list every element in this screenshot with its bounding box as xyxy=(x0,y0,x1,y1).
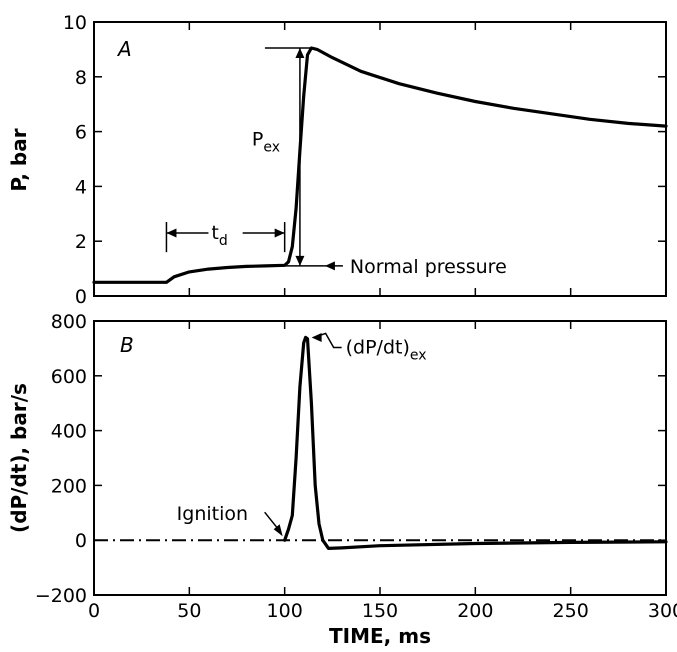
y-tick-label: 2 xyxy=(75,231,87,253)
y-tick-label: 6 xyxy=(75,122,87,144)
x-tick-label: 300 xyxy=(648,600,677,622)
panel-a-y-axis-title: P, bar xyxy=(7,128,31,191)
panel-a-pressure-curve xyxy=(92,46,668,284)
td-label-main: t xyxy=(211,222,218,244)
x-tick-label: 150 xyxy=(362,600,398,622)
pex-arrow-down-head xyxy=(295,255,305,266)
normal-pressure-arrow-head xyxy=(324,261,335,271)
peak-label-subscript: ex xyxy=(410,347,427,363)
panel-a: 0 2 4 6 8 10 A P, bar td Pex Normal pressure xyxy=(7,12,668,308)
td-arrow-right-head xyxy=(274,228,285,238)
panel-b-annotations: Ignition (dP/dt)ex xyxy=(177,332,427,537)
y-tick-label: 800 xyxy=(51,311,87,333)
pex-label: Pex xyxy=(252,128,280,155)
x-tick-label: 0 xyxy=(88,600,100,622)
y-tick-label: 0 xyxy=(75,530,87,552)
panel-b-letter: B xyxy=(120,333,134,357)
y-tick-label: 400 xyxy=(51,421,87,443)
peak-label-main: (dP/dt) xyxy=(346,336,410,358)
y-tick-label: 600 xyxy=(51,366,87,388)
peak-label: (dP/dt)ex xyxy=(346,336,427,363)
panel-a-x-ticks xyxy=(93,22,667,296)
panel-b-y-ticks: −200 0 200 400 600 800 xyxy=(35,311,666,607)
panel-a-letter: A xyxy=(116,37,132,61)
panel-b-frame xyxy=(93,320,667,596)
panel-a-annotations: td Pex Normal pressure xyxy=(165,47,507,278)
td-arrow-left-head xyxy=(166,228,177,238)
panel-a-y-ticks: 0 2 4 6 8 10 xyxy=(63,12,666,308)
x-axis-title: TIME, ms xyxy=(329,624,431,648)
panel-b-y-axis-title: (dP/dt), bar/s xyxy=(7,383,31,533)
pex-label-subscript: ex xyxy=(263,139,280,155)
x-tick-label: 200 xyxy=(457,600,493,622)
y-tick-label: 10 xyxy=(63,12,87,34)
y-tick-label: 200 xyxy=(51,475,87,497)
td-label: td xyxy=(211,222,227,249)
y-tick-label: 4 xyxy=(75,176,87,198)
pex-arrow-up-head xyxy=(295,48,305,59)
panel-b-rate-curve xyxy=(283,335,668,550)
td-label-subscript: d xyxy=(219,233,228,249)
y-tick-label: 0 xyxy=(75,286,87,308)
x-tick-label: 250 xyxy=(553,600,589,622)
ignition-label: Ignition xyxy=(177,503,248,525)
x-tick-label: 100 xyxy=(267,600,303,622)
normal-pressure-label: Normal pressure xyxy=(350,256,507,278)
panel-b-x-ticks: 0 50 100 150 200 250 300 xyxy=(88,321,677,622)
ignition-arrow-head xyxy=(273,524,283,537)
pex-label-main: P xyxy=(252,128,263,150)
y-tick-label: −200 xyxy=(35,585,87,607)
x-tick-label: 50 xyxy=(177,600,201,622)
peak-arrow-head xyxy=(311,332,322,342)
y-tick-label: 8 xyxy=(75,67,87,89)
